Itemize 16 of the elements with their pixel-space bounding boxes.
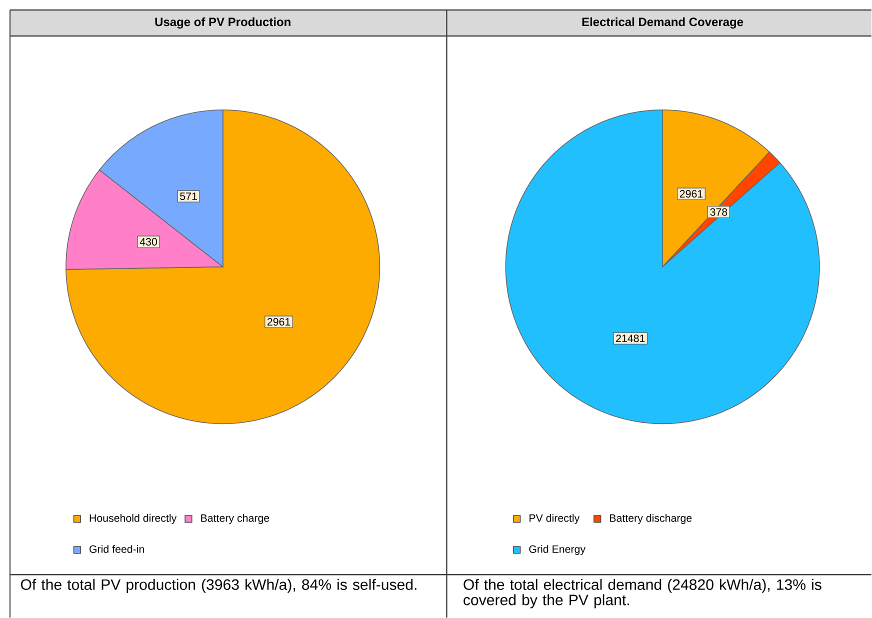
legend-label: PV directly [530, 514, 580, 524]
legend-label: Battery discharge [610, 514, 692, 524]
chart-title: Usage of PV Production [155, 17, 290, 29]
chart-title: Electrical Demand Coverage [582, 17, 744, 29]
data-label: 571 [180, 192, 197, 200]
text: Of the total electrical demand (24820 kWh/a), 13% is covered by the PV plant. [464, 578, 822, 608]
data-label: 2961 [680, 190, 703, 198]
text: Of the total PV production (3963 kWh/a), 84% is self-used. [20, 578, 416, 593]
legend-label: Grid Energy [529, 544, 586, 555]
legend-label: Battery charge [201, 514, 270, 524]
data-label: 378 [710, 208, 728, 216]
data-label: 21481 [616, 334, 645, 342]
data-label: 430 [140, 238, 157, 246]
legend-label: Grid feed-in [90, 544, 144, 553]
data-label: 2961 [267, 318, 290, 326]
legend-label: Household directly [90, 514, 177, 524]
